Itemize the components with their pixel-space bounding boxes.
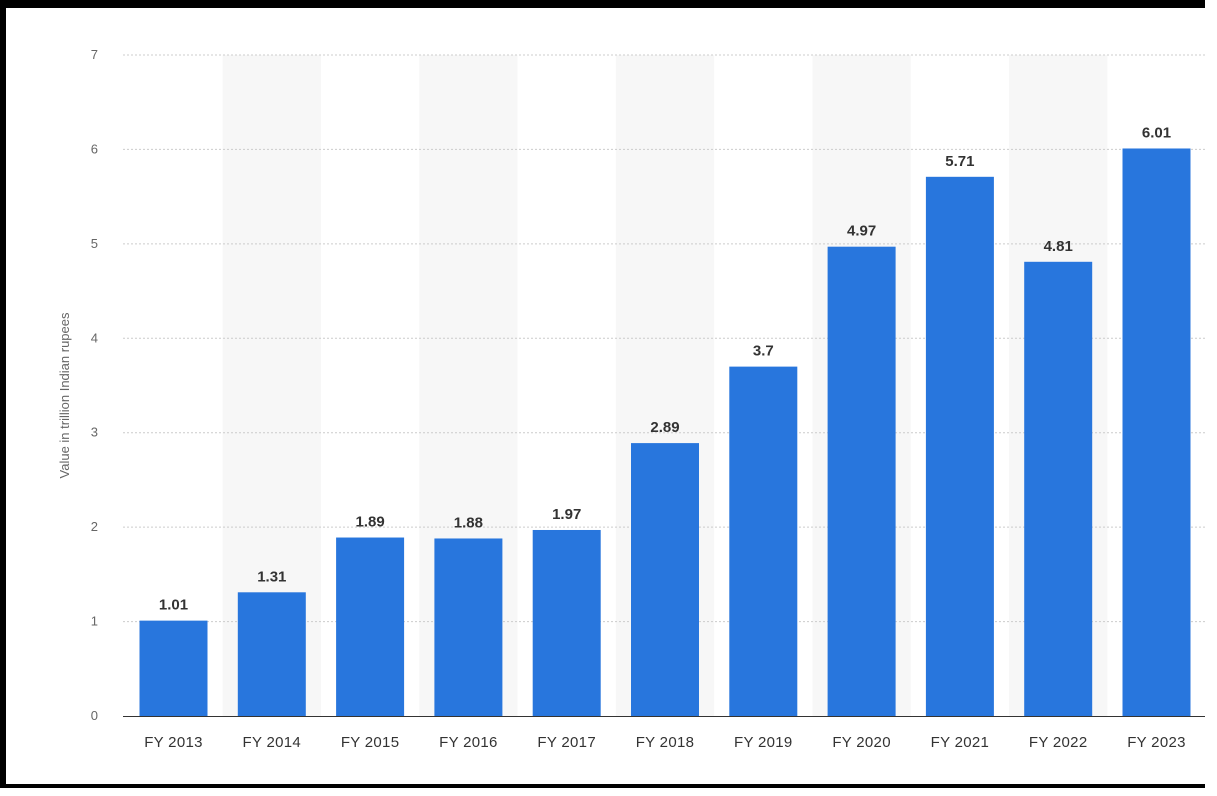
- x-tick-label: FY 2016: [439, 734, 498, 751]
- x-tick-label: FY 2021: [931, 734, 990, 751]
- y-tick-label: 4: [91, 330, 98, 345]
- x-tick-label: FY 2015: [341, 734, 400, 751]
- y-tick-label: 3: [91, 425, 98, 440]
- bar: [434, 538, 503, 716]
- bar: [139, 620, 208, 716]
- x-tick-label: FY 2018: [636, 734, 695, 751]
- bar: [631, 443, 699, 716]
- bar: [237, 592, 306, 716]
- y-tick-label: 5: [91, 236, 98, 251]
- y-tick-label: 7: [91, 47, 98, 62]
- value-label: 6.01: [1142, 124, 1171, 141]
- bar: [532, 529, 601, 716]
- value-label: 1.97: [552, 506, 581, 523]
- x-tick-label: FY 2019: [734, 734, 793, 751]
- x-tick-label: FY 2014: [243, 734, 302, 751]
- y-tick-label: 6: [91, 141, 98, 156]
- y-axis-ticks: 0 1 2 3 4 5 6 7: [91, 47, 98, 723]
- bar: [925, 176, 994, 716]
- bar: [827, 246, 896, 716]
- right-edge: [1205, 0, 1217, 788]
- value-label: 3.7: [753, 343, 774, 360]
- x-tick-label: FY 2020: [832, 734, 891, 751]
- bar-chart: 0 1 2 3 4 5 6 7 1.01 1.31 1.89 1.88 1.97 2.89 3.7 4.97…: [57, 47, 1206, 751]
- x-tick-label: FY 2013: [144, 734, 203, 751]
- y-tick-label: 2: [91, 519, 98, 534]
- x-tick-label: FY 2017: [537, 734, 596, 751]
- value-label: 4.97: [847, 223, 876, 240]
- value-label: 1.01: [159, 597, 188, 614]
- bar: [1024, 261, 1093, 716]
- x-axis-labels: FY 2013 FY 2014 FY 2015 FY 2016 FY 2017 FY 20…: [144, 734, 1186, 751]
- bar: [1122, 148, 1191, 717]
- y-tick-label: 0: [91, 708, 98, 723]
- value-label: 1.88: [454, 514, 483, 531]
- value-label: 4.81: [1044, 238, 1073, 255]
- y-tick-label: 1: [91, 614, 98, 629]
- value-labels: 1.01 1.31 1.89 1.88 1.97 2.89 3.7 4.97 5.71 4.81 6…: [159, 124, 1171, 613]
- bar: [336, 537, 405, 716]
- value-label: 2.89: [650, 419, 679, 436]
- value-label: 1.31: [257, 568, 286, 585]
- value-label: 5.71: [945, 153, 974, 170]
- x-tick-label: FY 2023: [1127, 734, 1186, 751]
- bar: [729, 366, 798, 716]
- value-label: 1.89: [355, 514, 384, 531]
- bars: [139, 148, 1191, 717]
- y-axis-title: Value in trillion Indian rupees: [57, 312, 72, 478]
- x-tick-label: FY 2022: [1029, 734, 1088, 751]
